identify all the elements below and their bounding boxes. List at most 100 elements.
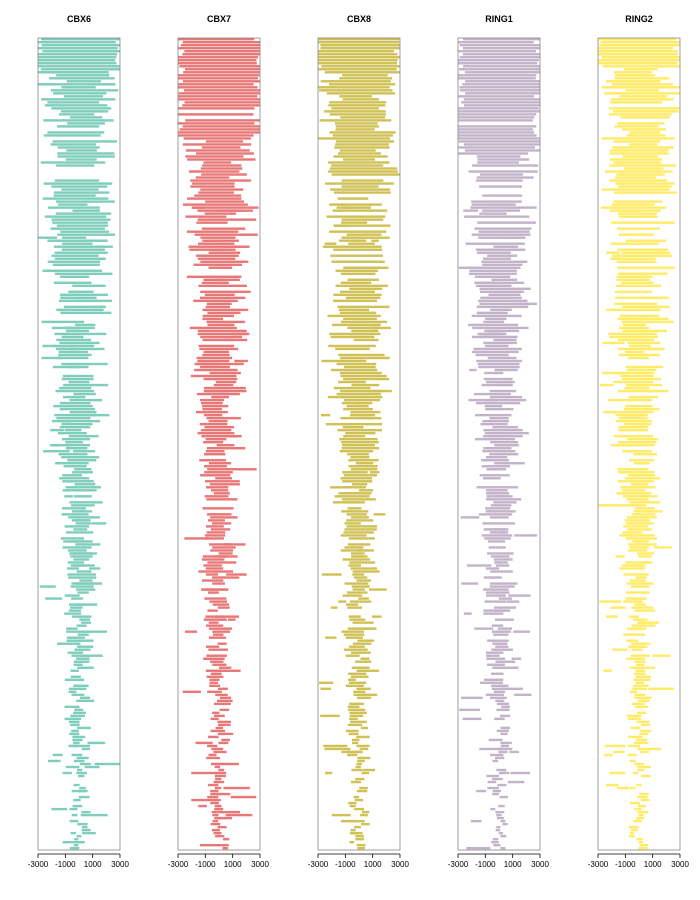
heatmap-row [328,344,376,348]
heatmap-row [188,245,250,248]
heatmap-row [351,383,380,387]
heatmap-row [217,732,234,736]
heatmap-row [197,359,230,363]
heatmap-row [212,576,240,579]
heatmap-row [474,437,516,441]
heatmap-row [638,840,643,844]
heatmap-row [71,753,83,757]
heatmap-row [458,128,533,131]
heatmap-row [347,591,368,594]
heatmap-row [73,495,92,498]
heatmap-row [68,744,77,748]
heatmap-row [196,392,240,396]
x-tick-label: -3000 [168,860,189,869]
heatmap-row [214,555,238,558]
heatmap-row [348,242,375,245]
heatmap-row [67,561,85,564]
heatmap-row [199,398,225,402]
heatmap-row [352,573,365,576]
heatmap-row [325,771,333,775]
heatmap-row [72,284,99,288]
heatmap-row [205,450,225,453]
heatmap-row [458,77,536,80]
heatmap-row [642,296,658,300]
heatmap-row [623,525,648,528]
heatmap-row [318,50,394,53]
panel-title: RING1 [485,14,513,24]
heatmap-row [331,260,385,263]
heatmap-row [331,107,379,110]
heatmap-row [200,188,244,191]
heatmap-row [351,651,371,654]
heatmap-row [333,501,354,504]
heatmap-row [629,690,638,694]
heatmap-row [368,588,387,591]
heatmap-row [355,777,365,781]
heatmap-row [636,720,650,724]
heatmap-row [623,329,645,333]
heatmap-row [639,732,649,736]
heatmap-row [43,450,70,453]
heatmap-row [630,654,650,657]
heatmap-row [226,573,247,576]
heatmap-row [334,122,378,125]
heatmap-row [626,398,653,402]
heatmap-row [45,597,62,600]
heatmap-row [333,224,391,227]
heatmap-row [335,125,379,128]
heatmap-row [632,702,645,706]
heatmap-row [201,146,241,149]
heatmap-row [329,203,347,206]
heatmap-row [632,540,642,543]
heatmap-row [489,582,518,585]
heatmap-row [348,564,361,567]
heatmap-row [622,450,652,453]
heatmap-row [74,708,84,712]
heatmap-row [620,116,670,119]
heatmap-row [491,624,504,627]
heatmap-row [320,687,331,691]
heatmap-row [62,507,86,510]
heatmap-row [343,266,389,269]
heatmap-row [65,440,83,444]
heatmap-row [652,654,671,657]
heatmap-row [481,534,513,537]
heatmap-row [325,182,394,185]
heatmap-row [194,233,258,236]
heatmap-row [218,741,229,745]
heatmap-row [206,320,245,324]
heatmap-row [343,317,377,321]
heatmap-row [498,747,513,751]
heatmap-row [458,146,536,149]
heatmap-row [647,320,674,324]
heatmap-row [628,834,635,838]
panel-title: CBX6 [67,14,91,24]
heatmap-row [352,621,374,624]
heatmap-row [74,837,79,841]
heatmap-row [60,537,85,540]
heatmap-row [223,543,246,546]
heatmap-row [606,783,619,787]
heatmap-row [634,693,646,697]
heatmap-row [491,840,499,844]
heatmap-row [178,74,260,77]
heatmap-row [197,329,247,333]
heatmap-row [344,365,376,369]
panel-title: CBX8 [347,14,371,24]
heatmap-row [334,224,348,227]
heatmap-row [475,413,512,417]
heatmap-row [184,537,209,540]
heatmap-row [461,582,479,585]
heatmap-row [53,191,110,194]
heatmap-row [341,185,379,188]
heatmap-row [64,525,90,528]
heatmap-row [357,756,371,760]
heatmap-row [185,215,204,218]
heatmap-row [351,768,362,772]
x-tick-label: 3000 [391,860,409,869]
heatmap-row [343,407,373,411]
heatmap-row [462,717,482,721]
heatmap-row [178,113,254,116]
heatmap-row [59,407,96,411]
heatmap-row [488,203,512,206]
